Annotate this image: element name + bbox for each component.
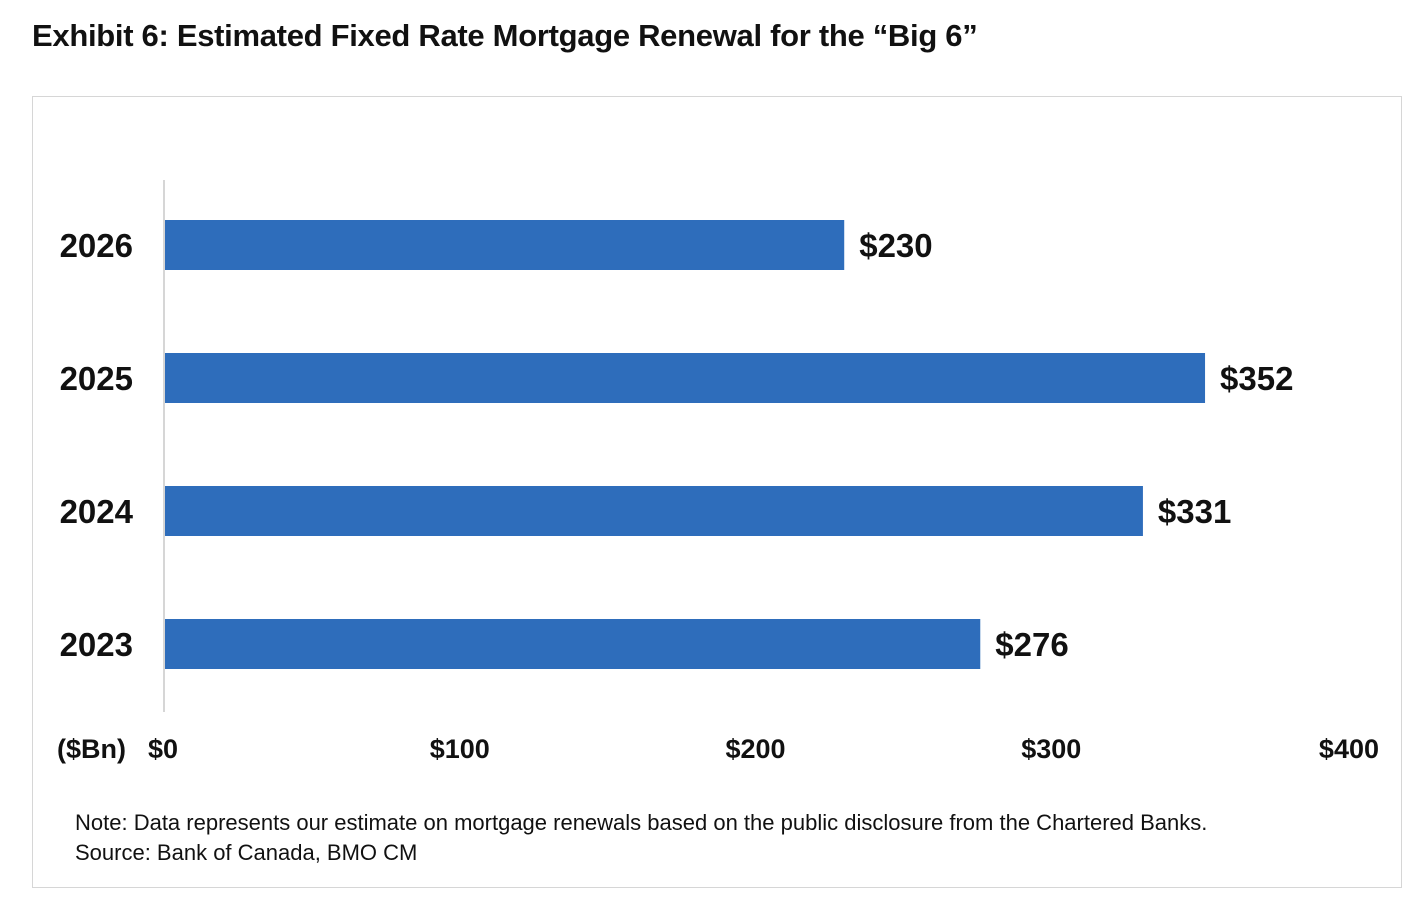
x-tick-label: $400 [1319,734,1379,764]
value-label-2025: $352 [1220,360,1293,397]
chart-source: Source: Bank of Canada, BMO CM [75,840,418,865]
bars-layer [165,220,1206,669]
category-label-2026: 2026 [60,227,133,264]
x-tick-label: $0 [148,734,178,764]
x-tick-label: $300 [1021,734,1081,764]
bar-2026 [165,220,845,270]
x-tick-label: $100 [430,734,490,764]
x-tick-label: $200 [725,734,785,764]
category-label-2024: 2024 [60,493,134,530]
chart-note: Note: Data represents our estimate on mo… [75,810,1208,835]
labels-layer: 2026 $230 2025 $352 2024 $331 2023 $276 [60,227,1294,663]
bar-2023 [165,619,981,669]
value-label-2024: $331 [1158,493,1231,530]
chart-frame [32,96,1402,888]
exhibit-title: Exhibit 6: Estimated Fixed Rate Mortgage… [32,18,978,53]
category-label-2023: 2023 [60,626,133,663]
value-label-2026: $230 [859,227,932,264]
bar-2025 [165,353,1206,403]
value-label-2023: $276 [995,626,1068,663]
bar-2024 [165,486,1143,536]
category-label-2025: 2025 [60,360,133,397]
unit-label: ($Bn) [57,734,126,764]
x-tick-layer: ($Bn) $0 $100 $200 $300 $400 [57,734,1379,764]
